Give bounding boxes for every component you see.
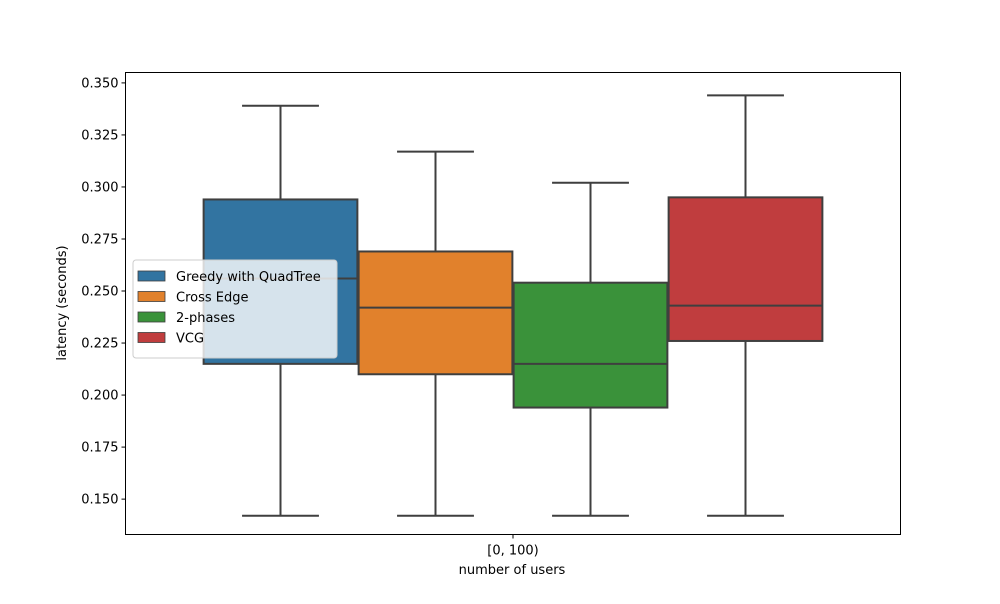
legend-frame: [132, 259, 338, 359]
legend-swatch: [137, 332, 166, 343]
legend-label: 2-phases: [176, 311, 235, 326]
y-tick-label: 0.350: [81, 76, 118, 91]
y-tick-label: 0.325: [81, 128, 118, 143]
legend-swatch: [137, 291, 166, 302]
y-tick-label: 0.200: [81, 389, 118, 404]
y-axis-label: latency (seconds): [55, 245, 70, 360]
box: [667, 196, 824, 342]
box-group: [667, 94, 824, 517]
legend-label: VCG: [176, 332, 204, 347]
x-axis: [0, 100): [487, 534, 539, 559]
x-axis-label: number of users: [459, 563, 566, 578]
y-axis: 0.150 0.175 0.200 0.225 0.250 0.275 0.300 0.325…: [81, 76, 126, 508]
y-tick-label: 0.175: [81, 441, 118, 456]
box: [512, 281, 669, 409]
legend-label: Greedy with QuadTree: [176, 270, 321, 285]
legend-swatch: [137, 311, 166, 323]
y-tick-label: 0.225: [81, 337, 118, 352]
y-tick-label: 0.300: [81, 180, 118, 195]
y-tick-label: 0.275: [81, 232, 118, 247]
legend-label: Cross Edge: [176, 291, 248, 306]
box: [357, 250, 514, 376]
box-group: [357, 150, 514, 517]
y-tick-label: 0.150: [81, 493, 118, 508]
plot-frame: [125, 72, 901, 535]
legend: Greedy with QuadTree Cross Edge 2-phases VC…: [132, 259, 338, 359]
box-group: [512, 181, 669, 517]
x-tick-label: [0, 100): [487, 544, 539, 559]
y-tick-label: 0.250: [81, 285, 118, 300]
legend-swatch: [137, 270, 166, 282]
